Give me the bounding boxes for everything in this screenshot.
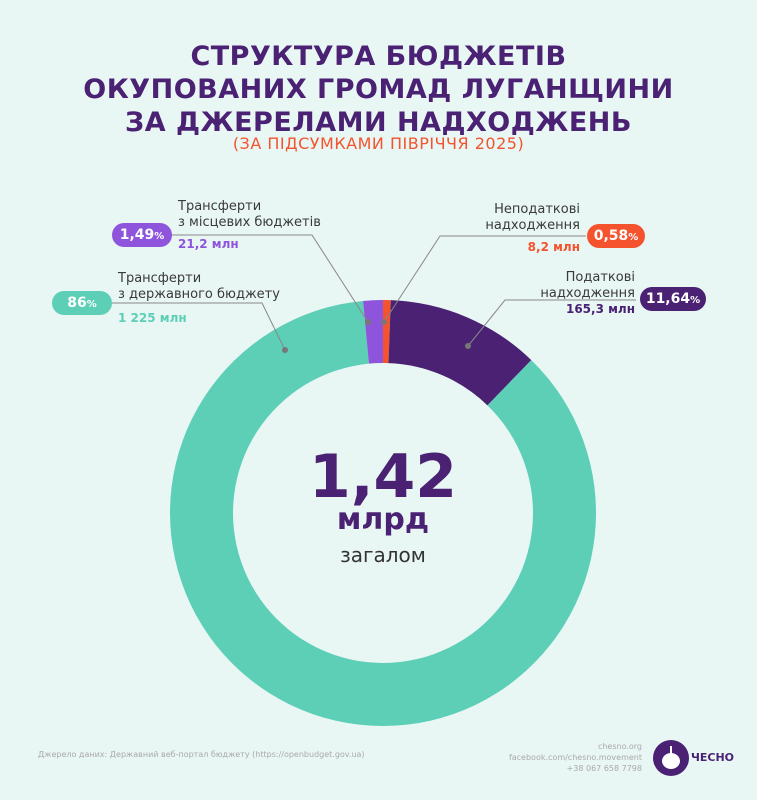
slice-local-transfers bbox=[363, 300, 383, 364]
label-line: Податкові bbox=[565, 270, 635, 285]
label-local-transfers: Трансферти з місцевих бюджетів bbox=[178, 199, 378, 231]
label-line: Трансферти bbox=[178, 199, 262, 214]
percent-badge-local-transfers: 1,49% bbox=[112, 223, 172, 247]
percent-badge-state-transfers: 86% bbox=[52, 291, 112, 315]
leader-dot-slice-non-tax bbox=[381, 319, 387, 325]
percent-badge-non-tax: 0,58% bbox=[587, 224, 645, 248]
contact-website[interactable]: chesno.org bbox=[597, 742, 642, 751]
title-line: ЗА ДЖЕРЕЛАМИ НАДХОДЖЕНЬ bbox=[125, 107, 632, 138]
leader-dot-slice-local-transfers bbox=[365, 319, 371, 325]
label-tax: Податкові надходження bbox=[500, 270, 635, 302]
chart-subtitle: (ЗА ПІДСУМКАМИ ПІВРІЧЧЯ 2025) bbox=[232, 134, 525, 153]
label-line: надходження bbox=[540, 286, 635, 301]
leader-dot-slice-state-transfers bbox=[282, 347, 288, 353]
slice-tax bbox=[388, 300, 532, 406]
label-line: Трансферти bbox=[118, 271, 202, 286]
percent-badge-tax: 11,64% bbox=[640, 287, 706, 311]
slice-state-transfers bbox=[170, 300, 597, 726]
center-total-unit: млрд bbox=[336, 502, 430, 537]
label-line: з державного бюджету bbox=[118, 287, 280, 302]
chesno-logo-icon bbox=[653, 740, 689, 776]
contacts: chesno.org facebook.com/chesno.movement … bbox=[509, 741, 642, 774]
chart-title: СТРУКТУРА БЮДЖЕТІВ ОКУПОВАНИХ ГРОМАД ЛУГ… bbox=[0, 40, 757, 139]
source-note: Джерело даних: Державний веб-портал бюдж… bbox=[38, 750, 365, 759]
amount-non-tax: 8,2 млн bbox=[527, 240, 580, 254]
label-non-tax: Неподаткові надходження bbox=[470, 202, 580, 234]
label-state-transfers: Трансферти з державного бюджету bbox=[118, 271, 318, 303]
slice-non-tax bbox=[383, 300, 391, 364]
leader-line-slice-tax bbox=[467, 299, 636, 347]
title-line: ОКУПОВАНИХ ГРОМАД ЛУГАНЩИНИ bbox=[83, 74, 674, 105]
leader-dot-slice-tax bbox=[465, 343, 471, 349]
amount-tax: 165,3 млн bbox=[565, 302, 635, 316]
center-total-value: 1,42 bbox=[308, 442, 458, 512]
contact-phone: +38 067 658 7798 bbox=[566, 764, 642, 773]
label-line: з місцевих бюджетів bbox=[178, 215, 321, 230]
amount-state-transfers: 1 225 млн bbox=[118, 311, 187, 325]
leader-line-slice-local-transfers bbox=[172, 234, 369, 323]
label-line: надходження bbox=[485, 218, 580, 233]
title-line: СТРУКТУРА БЮДЖЕТІВ bbox=[190, 41, 567, 72]
center-total-label: загалом bbox=[340, 543, 426, 567]
label-line: Неподаткові bbox=[494, 202, 580, 217]
leader-line-slice-state-transfers bbox=[112, 302, 286, 351]
amount-local-transfers: 21,2 млн bbox=[178, 237, 239, 251]
contact-facebook[interactable]: facebook.com/chesno.movement bbox=[508, 753, 642, 762]
logo-text: ЧЕСНО bbox=[691, 751, 735, 764]
leader-line-slice-non-tax bbox=[383, 235, 586, 323]
